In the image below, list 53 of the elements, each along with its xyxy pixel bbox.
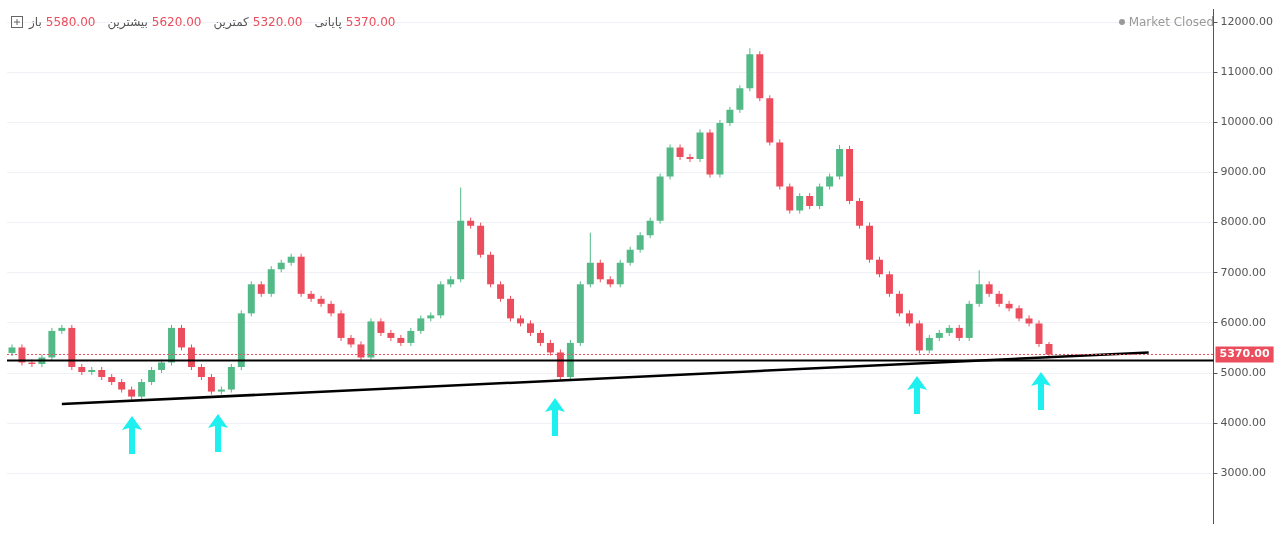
y-tick-label: 10000.00 (1220, 115, 1274, 129)
candlestick (138, 378, 146, 401)
y-tick-label: 4000.00 (1220, 416, 1267, 430)
candlestick (736, 84, 744, 114)
candlestick (397, 334, 405, 347)
candlestick (1005, 300, 1013, 312)
candlestick (227, 363, 235, 394)
annotation: بیشترین (107, 15, 148, 29)
annotation: Market Closed (1128, 15, 1214, 29)
candlestick (417, 314, 425, 335)
candlestick (178, 324, 185, 351)
annotation: 5320.00 (252, 15, 303, 29)
candlestick (816, 183, 824, 210)
candlestick (387, 329, 395, 342)
y-tick-label: 5000.00 (1220, 365, 1267, 379)
annotation: 5620.00 (151, 15, 202, 29)
annotation: 5370.00 (345, 15, 396, 29)
y-tick-label: 6000.00 (1220, 315, 1267, 329)
annotation: باز (29, 15, 42, 29)
candlestick (1035, 319, 1043, 348)
candlestick (586, 232, 594, 288)
annotation: کمترین (213, 15, 249, 29)
candlestick (626, 246, 634, 267)
candlestick (407, 327, 415, 347)
candlestick (686, 153, 694, 163)
candlestick (1025, 314, 1033, 327)
y-tick-label: 9000.00 (1220, 165, 1267, 179)
candlestick (895, 290, 903, 317)
candlestick (28, 358, 36, 368)
candlestick (616, 259, 624, 288)
annotation: 5580.00 (45, 15, 96, 29)
candlestick (925, 334, 933, 354)
y-tick-label: 8000.00 (1220, 215, 1267, 229)
ref-line-label: 5370.00 (1219, 347, 1270, 361)
y-tick-label: 11000.00 (1220, 65, 1274, 79)
candlestick (307, 290, 315, 303)
y-tick-label: 12000.00 (1220, 14, 1274, 28)
candlestick (875, 256, 883, 278)
candlestick (317, 295, 325, 308)
candlestick (885, 270, 893, 298)
candlestick (207, 373, 215, 396)
candlestick (975, 269, 983, 308)
candlestick (497, 280, 505, 303)
candlestick (726, 106, 734, 127)
candlestick (646, 217, 654, 239)
candlestick (636, 231, 644, 254)
candlestick (796, 192, 804, 215)
y-tick-label: 7000.00 (1220, 265, 1267, 279)
annotation: پایانی (314, 15, 342, 29)
candlestick (507, 295, 515, 322)
candlestick (596, 259, 604, 283)
y-tick-label: 3000.00 (1220, 466, 1267, 480)
candlestick (148, 366, 156, 386)
